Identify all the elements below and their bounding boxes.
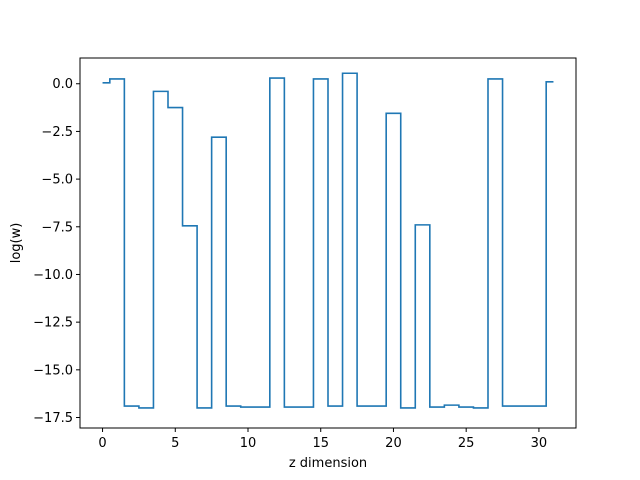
plot-area (102, 72, 554, 409)
x-tick-label: 10 (240, 436, 257, 451)
y-tick-label: −17.5 (33, 411, 73, 426)
y-axis-ticks: 0.0 −2.5 −5.0 −7.5 −10.0 −12.5 −15.0 −17.5 (33, 77, 80, 426)
x-tick-label: 30 (531, 436, 548, 451)
y-tick-label: −12.5 (33, 316, 73, 331)
y-tick-label: −5.0 (41, 173, 73, 188)
x-tick-label: 0 (98, 436, 106, 451)
x-axis-label: z dimension (289, 456, 367, 471)
series-step-line (102, 72, 554, 409)
x-tick-label: 20 (385, 436, 402, 451)
y-tick-label: −2.5 (41, 125, 73, 140)
y-tick-label: −7.5 (41, 220, 73, 235)
y-tick-label: −15.0 (33, 363, 73, 378)
y-axis-label: log(w) (9, 223, 24, 264)
x-tick-label: 5 (171, 436, 179, 451)
axes-frame (79, 57, 577, 429)
x-tick-label: 15 (312, 436, 329, 451)
y-tick-label: −10.0 (33, 268, 73, 283)
x-axis-ticks: 0 5 10 15 20 25 30 (98, 428, 547, 451)
x-tick-label: 25 (458, 436, 475, 451)
y-tick-label: 0.0 (52, 77, 73, 92)
